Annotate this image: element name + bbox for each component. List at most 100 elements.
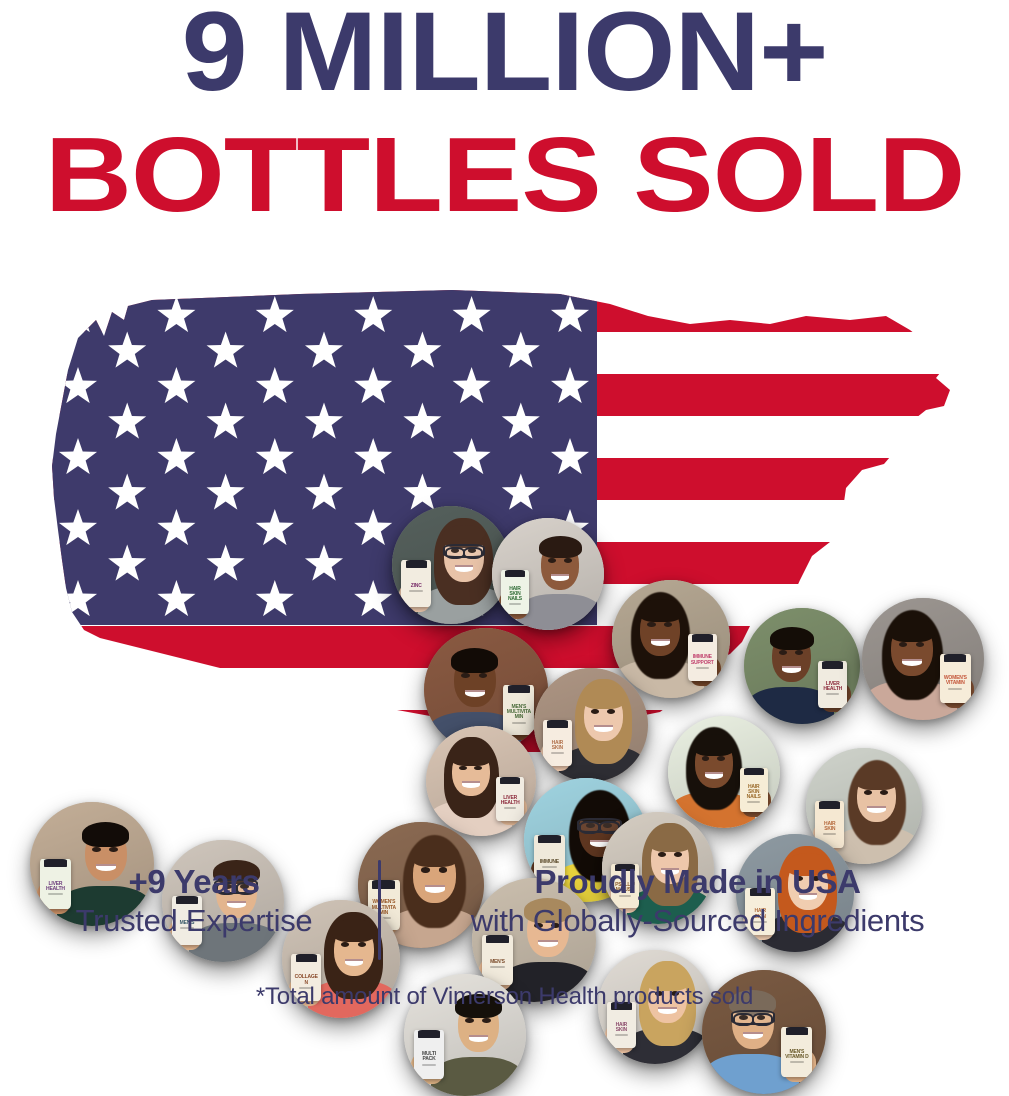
photo-eye [701,756,710,762]
flag-star [403,402,442,439]
photo-smile [537,940,558,948]
bottle-label-text: WOMEN'S VITAMIN [943,675,967,687]
photo-smile [650,639,670,647]
photo-hair-top [455,993,502,1018]
bottle-cap [819,801,841,810]
photo-hair-top [645,968,690,992]
photo-torso [430,1056,524,1096]
bottle-label: HAIR SKIN [746,899,774,933]
bottle-label-rule [695,666,709,669]
bottle-label-text: HAIR SKIN [615,1021,628,1033]
bottle-label-rule [826,693,840,696]
photo-smile [464,690,485,698]
flag-star [304,331,344,368]
photo-torso [516,594,602,630]
photo-hair-top [539,535,582,559]
headline-block: 9 MILLION+ BOTTLES SOLD [0,0,1009,240]
photo-eye [663,622,673,628]
photo-smile [589,840,610,848]
bottle-label-text: IMMUNE [539,859,559,866]
flag-star [354,580,393,617]
product-bottle: MEN'S [171,896,203,945]
bottle-cap [372,879,396,889]
photo-eye [778,649,787,655]
bottle-label-rule [948,687,963,690]
photo-eye [474,765,483,771]
bottle-cap [176,896,198,905]
flag-star [108,331,147,368]
photo-eye [438,867,448,873]
footer-column-years: +9 Years Trusted Expertise [24,862,364,941]
flag-star [58,509,98,546]
bottle-label-text: COLLAGEN [294,974,318,986]
photo-eye [482,1017,491,1024]
photo-eye [548,558,556,564]
flag-star [452,367,491,404]
product-bottle: LIVER HEALTH [496,776,524,821]
photo-smile [462,781,480,788]
bottle-label-text: HAIR SKIN [754,908,766,920]
bottle-cap [743,767,764,776]
photo-eye [647,622,656,628]
photo-hair-top [581,686,626,710]
bottle-label-rule [299,986,313,989]
photo-eye [223,883,232,890]
photo-eye [915,641,925,648]
flag-star [550,367,590,404]
flag-star [354,438,393,475]
flag-star [550,438,590,475]
bottle-label-rule [503,807,517,810]
product-bottle: HAIR SKIN [745,888,775,936]
bottle-label: IMMUNE [535,846,564,882]
customer-photo: PSYLLIUM HUSK [602,812,714,924]
photo-eye [586,822,595,828]
photo-smile [594,725,613,732]
bottle-label: HAIR SKIN NAILS [502,580,528,612]
product-bottle: COLLAGEN [291,954,321,1002]
bottle-label-rule [180,927,194,930]
bottle-cap [822,661,844,670]
bottle-label-rule [614,1034,628,1037]
flag-star [501,473,540,510]
bottle-label: MEN'S [172,907,202,942]
bottle-label-rule [618,894,632,897]
photo-eye [795,649,804,655]
flag-star [354,509,393,546]
bottle-label: WOMEN'S VITAMIN [941,665,970,700]
photo-eye [670,991,679,996]
bottle-label-text: LIVER HEALTH [46,880,65,892]
photo-hair-top [450,743,492,766]
photo-eye [109,846,119,852]
flag-star [206,544,245,581]
footer-block: +9 Years Trusted Expertise Proudly Made … [0,852,1009,1024]
bottle-label: LIVER HEALTH [497,787,523,818]
photo-eye [421,867,430,873]
bottle-label-rule [508,603,522,606]
flag-star [255,367,294,404]
photo-torso [188,922,282,962]
photo-eye [534,922,543,928]
photo-eye [240,883,249,890]
photo-hair-top [441,524,487,549]
footnote-text: *Total amount of Vimerson Health product… [255,983,754,1010]
bottle-label-text: HAIR SKIN [824,820,836,833]
flag-star [108,544,147,581]
photo-eye [898,641,908,648]
flag-star [157,580,196,617]
bottle-cap [507,685,530,694]
flag-star [255,438,294,475]
photo-eye [717,756,726,762]
flag-star [157,438,196,475]
photo-eye [591,709,599,714]
flag-star [354,367,393,404]
bottle-label-text: MULTI PACK [422,1051,436,1063]
photo-eye [478,672,488,678]
customer-photo: ZINC [392,506,510,624]
bottle-label-text: IMMUNE SUPPORT [690,654,714,666]
bottle-label: MEN'S VITAMIN D [782,1038,812,1074]
bottle-cap [614,863,636,872]
flag-star [304,473,344,510]
photo-hair-top [769,626,814,650]
customer-photo: IMMUNE SUPPORT [612,580,730,698]
photo-glasses [442,543,486,560]
